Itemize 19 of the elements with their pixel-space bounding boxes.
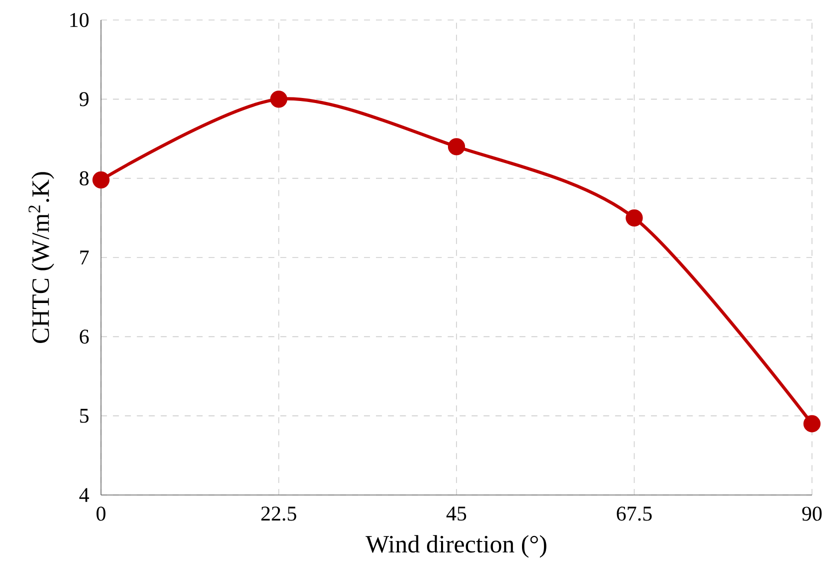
- point: [626, 209, 643, 226]
- y-tick-label: 4: [79, 488, 90, 502]
- x-tick-label: 67.5: [616, 506, 652, 521]
- y-tick-label: 10: [70, 12, 89, 28]
- y-tick-label: 8: [80, 171, 89, 186]
- x-tick-label: 22.5: [261, 506, 296, 521]
- y-tick-label: 7: [80, 250, 89, 264]
- point: [270, 90, 288, 108]
- point: [92, 171, 110, 188]
- x-axis-title: Wind direction (°): [366, 535, 546, 558]
- x-tick-label: 45: [446, 506, 466, 521]
- y-tick-label: 5: [80, 408, 89, 423]
- point: [448, 138, 466, 156]
- x-tick-label: 0: [96, 506, 106, 521]
- y-tick-label: 9: [80, 92, 89, 106]
- point: [803, 415, 821, 432]
- y-axis-title: CHTC (W/m$^{2}$.K): [28, 172, 54, 343]
- x-tick-label: 90: [802, 506, 822, 521]
- y-tick-label: 6: [80, 330, 89, 344]
